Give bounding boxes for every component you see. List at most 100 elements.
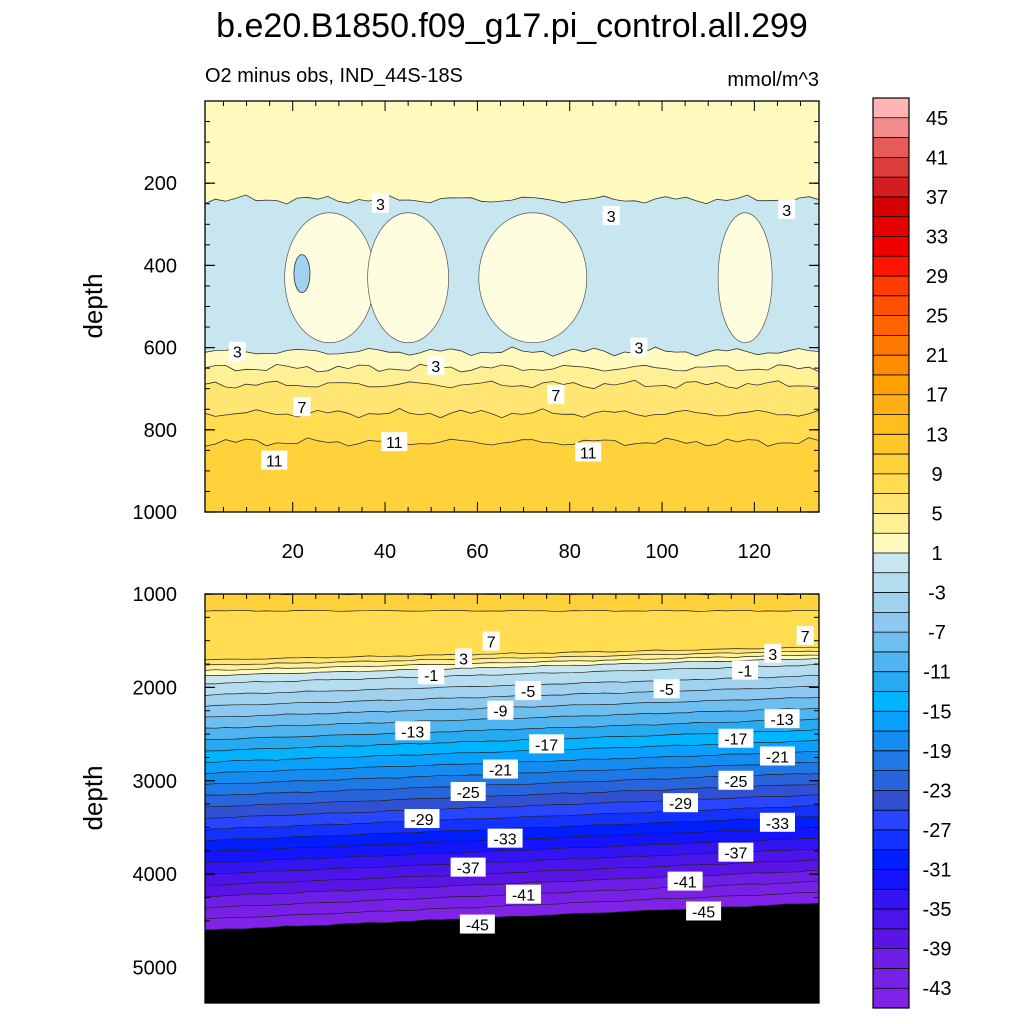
contour-label: 11 [261, 450, 288, 471]
lower-contour-band [205, 805, 819, 841]
upper-contour-band [205, 347, 819, 372]
contour-label-box [450, 857, 486, 877]
contour-label: 3 [228, 341, 246, 362]
contour-label-box [778, 199, 796, 219]
colorbar-frame [872, 97, 910, 1009]
colorbar-tick-label: 29 [926, 266, 948, 288]
colorbar-tick-label: 33 [926, 226, 948, 248]
colorbar-tick-label: -31 [923, 860, 952, 882]
colorbar-swatch [873, 355, 909, 376]
lower-contour-band [205, 655, 819, 676]
upper-contour-fill [205, 101, 819, 512]
lower-contour-line [205, 772, 819, 796]
colorbar-swatch [873, 612, 909, 633]
contour-label-text: -5 [521, 684, 535, 701]
lower-contour-band [205, 647, 819, 666]
colorbar-swatch [873, 454, 909, 475]
colorbar-swatch [873, 295, 909, 317]
lower-contour-line [205, 815, 819, 841]
contour-label: 11 [381, 432, 408, 452]
lower-contour-line [205, 674, 819, 696]
contour-label: -13 [395, 721, 431, 741]
lower-contour-band [205, 783, 819, 819]
contour-label: -5 [653, 679, 680, 699]
contour-label: -1 [418, 665, 445, 685]
x-tick-label: 40 [374, 541, 396, 563]
x-tick-label: 120 [738, 541, 771, 563]
upper-contour-lines [205, 194, 819, 447]
upper-panel: 200 400 600 800 1000 20 40 60 80 100 120 3 3 3 3 3 3 7 7 1… [78, 100, 820, 563]
colorbar-tick-label: 17 [926, 385, 948, 407]
contour-label: -45 [686, 901, 722, 921]
colorbar-swatch [873, 651, 909, 673]
contour-label: -33 [487, 828, 523, 849]
contour-label: -5 [515, 681, 542, 701]
contour-label-text: -13 [401, 724, 424, 741]
contour-label: 3 [764, 643, 782, 664]
contour-label-box [427, 356, 445, 376]
lower-contour-line [205, 783, 819, 808]
contour-label-box [663, 793, 699, 813]
colorbar-swatch [873, 671, 909, 692]
upper-contour-line [205, 437, 819, 447]
contour-label-box [506, 884, 542, 904]
colorbar-swatch [873, 196, 909, 218]
upper-contour-band [205, 380, 819, 418]
contour-label: -41 [506, 884, 542, 905]
colorbar: 45 41 37 33 29 25 21 17 13 9 5 1 -3 -7 -11 -15 -19 -23 -27… [872, 97, 952, 1009]
contour-label-text: -25 [724, 774, 747, 791]
lower-contour-line [205, 654, 819, 671]
contour-label-box [515, 681, 542, 701]
contour-label-text: 11 [386, 435, 403, 452]
lower-y-axis-label: depth [78, 765, 108, 830]
lower-contour-fill [205, 594, 819, 1003]
contour-label-text: -17 [724, 732, 747, 749]
contour-label-text: 3 [233, 345, 242, 362]
colorbar-swatch [873, 414, 909, 435]
upper-contour-line [205, 194, 819, 205]
units-label: mmol/m^3 [727, 69, 819, 91]
contour-label: 7 [547, 384, 565, 405]
contour-label: 11 [575, 442, 602, 462]
contour-label-text: -33 [766, 816, 789, 833]
upper-negative-spot [293, 254, 311, 294]
contour-label-text: -29 [669, 796, 692, 813]
contour-label-text: 3 [431, 359, 440, 376]
contour-label: -13 [764, 709, 800, 729]
contour-label: -29 [663, 793, 699, 813]
lower-contour-band [205, 610, 819, 660]
contour-label-box [261, 450, 288, 470]
lower-contour-line [205, 838, 819, 864]
contour-label: -25 [718, 770, 754, 791]
lower-contour-line [205, 657, 819, 676]
colorbar-swatch [873, 335, 909, 356]
upper-contour-band [205, 364, 819, 389]
colorbar-swatch [873, 711, 909, 732]
colorbar-swatch [873, 691, 909, 712]
colorbar-swatch [873, 98, 909, 119]
contour-label-box [228, 341, 246, 361]
colorbar-tick-label: -19 [923, 741, 952, 763]
y-tick-label: 5000 [133, 958, 178, 980]
contour-label-text: 3 [782, 203, 791, 220]
colorbar-swatch [873, 533, 909, 554]
colorbar-tick-label: -35 [923, 899, 952, 921]
contour-label-box [764, 643, 782, 663]
x-tick-label: 20 [282, 541, 304, 563]
lower-contour-band [205, 664, 819, 696]
contour-label-box [381, 432, 408, 452]
colorbar-swatch [873, 513, 909, 534]
colorbar-tick-label: 45 [926, 108, 948, 130]
contour-label-text: 7 [297, 400, 306, 417]
contour-label-text: -5 [660, 682, 674, 699]
contour-label: -33 [759, 812, 795, 833]
colorbar-tick-label: -39 [923, 939, 952, 961]
contour-label-text: -1 [738, 664, 752, 681]
colorbar-swatch [873, 553, 909, 574]
upper-contour-line [205, 346, 819, 357]
contour-label-box [482, 631, 500, 651]
contour-label: -1 [732, 660, 759, 681]
chart-title: b.e20.B1850.f09_g17.pi_control.all.299 [216, 7, 808, 45]
x-tick-label: 60 [466, 541, 488, 563]
